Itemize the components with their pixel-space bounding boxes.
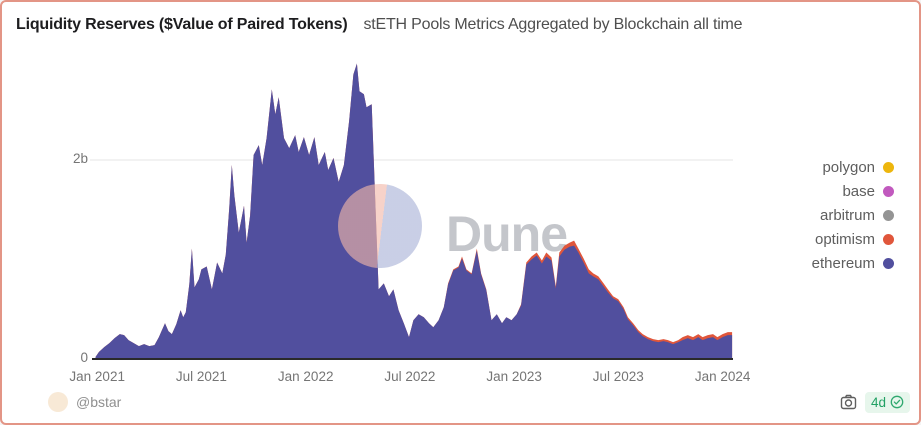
legend-label: arbitrum: [819, 206, 875, 224]
optimism-dot-icon: [883, 233, 894, 245]
author-link[interactable]: @bstar: [48, 391, 121, 413]
polygon-dot-icon: [883, 161, 894, 173]
legend-label: optimism: [814, 230, 875, 248]
y-tick-2b: 2b: [72, 151, 88, 166]
age-text: 4d: [870, 394, 886, 410]
legend-item-arbitrum[interactable]: arbitrum: [812, 203, 894, 227]
legend-item-optimism[interactable]: optimism: [812, 227, 894, 251]
x-tick-jan-2022: Jan 2022: [277, 369, 334, 384]
legend-label: polygon: [822, 158, 875, 176]
x-tick-jul-2023: Jul 2023: [592, 369, 644, 384]
y-tick-0: 0: [80, 350, 88, 365]
author-avatar[interactable]: [48, 392, 68, 412]
check-circle-icon: [890, 395, 904, 409]
chart-legend: polygon base arbitrum optimism ethereum: [812, 155, 894, 275]
chart-title: Liquidity Reserves ($Value of Paired Tok…: [16, 16, 348, 33]
legend-item-ethereum[interactable]: ethereum: [812, 251, 894, 275]
chart-header: Liquidity Reserves ($Value of Paired Tok…: [16, 16, 905, 34]
x-tick-jan-2023: Jan 2023: [486, 369, 542, 384]
legend-label: base: [842, 182, 875, 200]
arbitrum-dot-icon: [883, 209, 894, 221]
legend-label: ethereum: [811, 254, 875, 272]
dune-watermark-text: Dune: [446, 206, 568, 262]
data-freshness-badge[interactable]: 4d: [864, 391, 910, 413]
legend-item-polygon[interactable]: polygon: [812, 155, 894, 179]
x-tick-jul-2021: Jul 2021: [175, 369, 227, 384]
author-handle[interactable]: @bstar: [76, 394, 122, 410]
camera-icon: [840, 394, 857, 410]
x-tick-jan-2024: Jan 2024: [694, 369, 751, 384]
x-tick-jan-2021: Jan 2021: [69, 369, 125, 384]
ethereum-dot-icon: [883, 257, 894, 269]
screenshot-button[interactable]: [840, 394, 857, 410]
base-dot-icon: [883, 185, 894, 197]
legend-item-base[interactable]: base: [812, 179, 894, 203]
ethereum-area: [95, 63, 733, 359]
chart-subtitle: stETH Pools Metrics Aggregated by Blockc…: [363, 16, 743, 33]
footer-actions: 4d: [840, 391, 910, 413]
x-tick-jul-2022: Jul 2022: [384, 369, 436, 384]
